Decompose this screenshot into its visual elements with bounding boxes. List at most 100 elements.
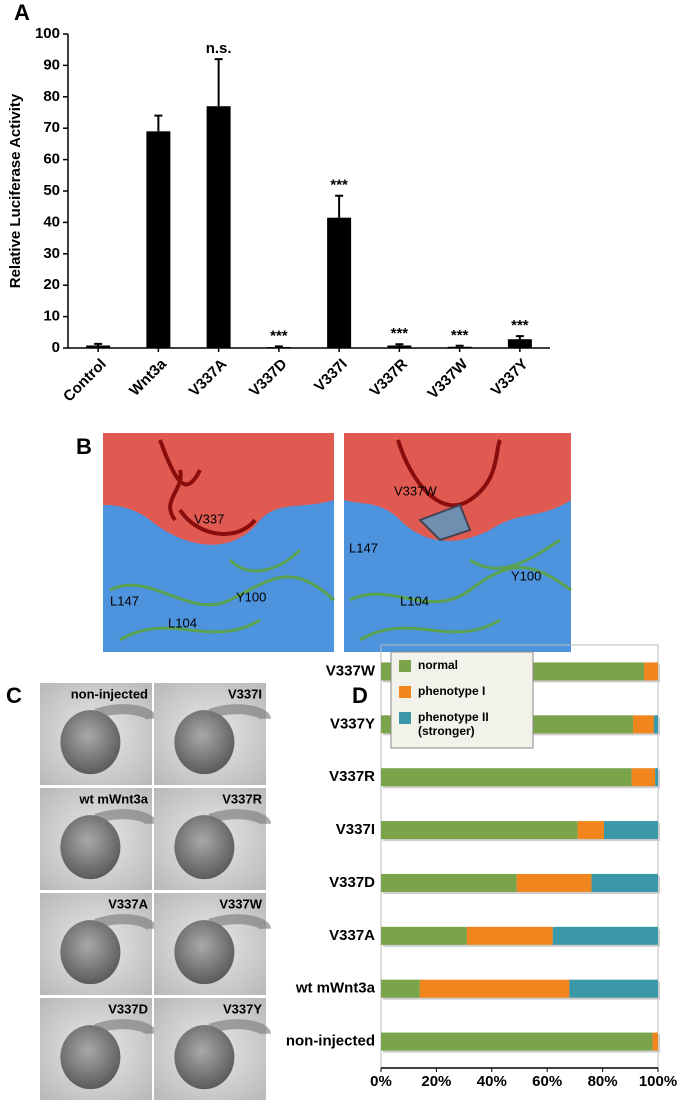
embryo-yolk: [174, 1025, 235, 1090]
structure-label: V337: [194, 511, 224, 526]
bar-segment: [381, 768, 632, 787]
error-bar: [274, 345, 283, 348]
structure-label: V337W: [394, 483, 437, 498]
error-bar: [395, 343, 404, 346]
y-tick-label: 90: [43, 56, 60, 73]
embryo-label: wt mWnt3a: [78, 791, 148, 806]
structure-right: [344, 433, 572, 652]
bar-segment: [603, 821, 658, 840]
y-tick-label: 60: [43, 151, 60, 168]
y-tick-label: V337D: [329, 874, 375, 891]
legend-box: [390, 651, 534, 749]
embryo-yolk: [174, 920, 235, 985]
y-axis-label: Relative Luciferase Activity: [7, 93, 24, 288]
error-bar: [335, 194, 344, 218]
bar-segment: [577, 821, 604, 840]
embryo-tail: [208, 809, 271, 826]
embryo-label: V337R: [222, 791, 262, 806]
y-tick-label: 100: [35, 25, 60, 42]
embryo-tail: [208, 1019, 271, 1036]
y-tick-label: wt mWnt3a: [295, 980, 376, 997]
bar-segment: [633, 715, 654, 734]
bar: [387, 345, 412, 348]
bar: [206, 106, 231, 348]
x-tick-label: V337W: [424, 355, 471, 402]
bar: [447, 346, 472, 348]
structure-label: L104: [400, 593, 429, 608]
panel-label: A: [14, 0, 30, 25]
bar-segment: [552, 926, 658, 945]
y-tick-label: 80: [43, 88, 60, 105]
bar-segment: [569, 979, 658, 998]
bar-segment: [653, 715, 658, 734]
bar-segment: [652, 1032, 658, 1051]
bar: [86, 345, 111, 348]
error-bar: [94, 342, 103, 346]
embryo-yolk: [60, 920, 121, 985]
x-tick-label: V337I: [311, 356, 351, 396]
embryo-label: V337I: [228, 686, 262, 701]
bar-segment: [631, 768, 656, 787]
bar-segment: [419, 979, 570, 998]
y-tick-label: V337A: [329, 927, 375, 944]
y-tick-label: 20: [43, 276, 60, 293]
embryo-label: V337D: [108, 1001, 148, 1016]
x-tick-label: 20%: [421, 1073, 451, 1090]
structure-label: Y100: [511, 568, 541, 583]
panel-label: C: [6, 683, 22, 708]
y-tick-label: 10: [43, 308, 60, 325]
bar-segment: [381, 979, 420, 998]
embryo-tail: [94, 914, 157, 931]
error-bar: [214, 58, 223, 107]
embryo-label: V337W: [219, 896, 262, 911]
bar-segment: [381, 821, 578, 840]
significance-label: ***: [270, 327, 288, 344]
panel-label: D: [352, 683, 368, 708]
embryo-yolk: [60, 710, 121, 775]
legend-swatch: [399, 712, 411, 724]
structure-label: L104: [168, 615, 197, 630]
x-tick-label: Control: [60, 356, 110, 406]
legend-swatch: [399, 686, 411, 698]
bar-segment: [381, 1032, 653, 1051]
bar-segment: [591, 873, 658, 892]
y-tick-label: 0: [52, 339, 60, 356]
x-tick-label: V337R: [367, 356, 412, 401]
structure-label: L147: [349, 540, 378, 555]
embryo-label: V337A: [108, 896, 148, 911]
legend-swatch: [399, 660, 411, 672]
structure-label: Y100: [236, 589, 266, 604]
legend-entry: phenotype II (stronger): [418, 710, 489, 738]
x-tick-label: V337D: [246, 356, 291, 401]
embryo-label: non-injected: [71, 686, 148, 701]
error-bar: [515, 335, 524, 340]
panel-label: B: [76, 434, 92, 459]
legend-label: phenotype I: [418, 684, 486, 698]
significance-label: ***: [511, 317, 529, 334]
x-tick-label: 40%: [477, 1073, 507, 1090]
y-tick-label: 40: [43, 213, 60, 230]
x-tick-label: V337Y: [488, 356, 532, 400]
x-tick-label: 80%: [588, 1073, 618, 1090]
legend-entry: phenotype I: [418, 684, 486, 698]
y-tick-label: V337I: [336, 821, 375, 838]
x-tick-label: 60%: [532, 1073, 562, 1090]
bar: [327, 217, 352, 348]
bar-segment: [381, 926, 467, 945]
embryo-tail: [94, 1019, 157, 1036]
significance-label: ***: [391, 325, 409, 342]
embryo-tail: [208, 914, 271, 931]
bar-segment: [644, 662, 658, 681]
embryo-yolk: [174, 710, 235, 775]
embryo-yolk: [60, 815, 121, 880]
bar: [146, 131, 171, 348]
embryo-tail: [94, 704, 157, 721]
y-tick-label: V337Y: [330, 715, 375, 732]
legend-label: phenotype II (stronger): [418, 710, 489, 738]
significance-label: ***: [330, 177, 348, 194]
structure-left: [103, 433, 336, 652]
y-tick-label: 30: [43, 245, 60, 262]
significance-label: ***: [451, 327, 469, 344]
x-tick-label: 100%: [639, 1073, 677, 1090]
